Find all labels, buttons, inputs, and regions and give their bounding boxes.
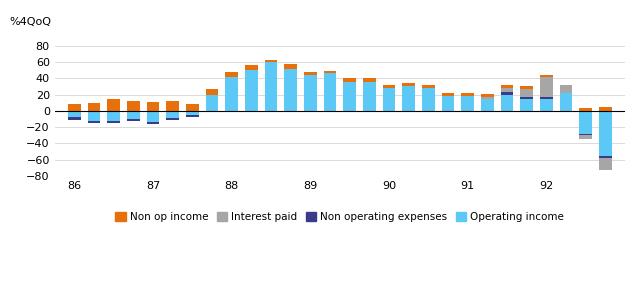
Bar bbox=[461, 111, 474, 112]
Bar bbox=[284, 69, 297, 111]
Bar bbox=[540, 75, 553, 77]
Bar bbox=[324, 71, 337, 73]
Bar bbox=[108, 121, 120, 123]
Bar bbox=[304, 72, 317, 75]
Bar bbox=[579, 133, 592, 135]
Bar bbox=[245, 65, 258, 70]
Bar bbox=[166, 118, 179, 120]
Bar bbox=[383, 85, 396, 88]
Bar bbox=[500, 88, 513, 92]
Bar bbox=[599, 158, 612, 170]
Bar bbox=[88, 111, 100, 121]
Bar bbox=[68, 104, 81, 111]
Bar bbox=[363, 82, 376, 111]
Bar bbox=[599, 156, 612, 158]
Bar bbox=[225, 72, 238, 77]
Bar bbox=[422, 111, 435, 112]
Bar bbox=[579, 135, 592, 139]
Bar bbox=[540, 97, 553, 99]
Bar bbox=[343, 82, 356, 111]
Bar bbox=[284, 111, 297, 112]
Bar bbox=[343, 111, 356, 112]
Bar bbox=[481, 97, 493, 99]
Bar bbox=[559, 85, 572, 93]
Bar bbox=[599, 111, 612, 156]
Bar bbox=[108, 99, 120, 111]
Bar bbox=[304, 111, 317, 112]
Bar bbox=[205, 111, 218, 112]
Bar bbox=[284, 64, 297, 69]
Bar bbox=[88, 103, 100, 111]
Bar bbox=[403, 86, 415, 111]
Bar bbox=[481, 111, 493, 112]
Bar bbox=[442, 111, 454, 112]
Bar bbox=[343, 78, 356, 82]
Bar bbox=[559, 93, 572, 111]
Bar bbox=[205, 89, 218, 95]
Bar bbox=[520, 89, 533, 97]
Bar bbox=[147, 122, 159, 124]
Bar bbox=[461, 93, 474, 96]
Bar bbox=[225, 111, 238, 112]
Bar bbox=[540, 99, 553, 111]
Bar bbox=[147, 102, 159, 111]
Bar bbox=[481, 99, 493, 111]
Bar bbox=[579, 111, 592, 133]
Bar bbox=[147, 111, 159, 122]
Bar bbox=[186, 115, 199, 118]
Bar bbox=[186, 104, 199, 111]
Bar bbox=[461, 96, 474, 111]
Bar bbox=[68, 118, 81, 120]
Bar bbox=[383, 88, 396, 111]
Bar bbox=[225, 77, 238, 111]
Bar bbox=[88, 121, 100, 123]
Bar bbox=[520, 99, 533, 111]
Bar bbox=[520, 86, 533, 89]
Bar bbox=[442, 96, 454, 111]
Bar bbox=[264, 60, 277, 62]
Bar bbox=[422, 88, 435, 111]
Bar bbox=[422, 85, 435, 88]
Bar bbox=[264, 62, 277, 111]
Bar bbox=[500, 92, 513, 95]
Bar bbox=[579, 108, 592, 111]
Bar bbox=[127, 119, 140, 121]
Legend: Non op income, Interest paid, Non operating expenses, Operating income: Non op income, Interest paid, Non operat… bbox=[111, 208, 568, 226]
Bar bbox=[599, 107, 612, 111]
Bar bbox=[108, 111, 120, 121]
Bar bbox=[500, 95, 513, 111]
Bar bbox=[245, 111, 258, 112]
Bar bbox=[403, 111, 415, 112]
Bar bbox=[383, 111, 396, 112]
Bar bbox=[559, 111, 572, 112]
Bar bbox=[68, 111, 81, 118]
Bar bbox=[264, 111, 277, 112]
Bar bbox=[520, 97, 533, 99]
Bar bbox=[324, 111, 337, 112]
Bar bbox=[166, 101, 179, 111]
Bar bbox=[481, 94, 493, 97]
Text: %4QoQ: %4QoQ bbox=[9, 17, 51, 27]
Bar bbox=[324, 73, 337, 111]
Bar bbox=[127, 111, 140, 119]
Bar bbox=[245, 70, 258, 111]
Bar bbox=[540, 77, 553, 97]
Bar bbox=[363, 78, 376, 82]
Bar bbox=[442, 93, 454, 96]
Bar bbox=[127, 101, 140, 111]
Bar bbox=[186, 111, 199, 115]
Bar bbox=[500, 85, 513, 88]
Bar bbox=[403, 83, 415, 86]
Bar bbox=[304, 75, 317, 111]
Bar bbox=[363, 111, 376, 112]
Bar bbox=[205, 95, 218, 111]
Bar bbox=[166, 111, 179, 118]
